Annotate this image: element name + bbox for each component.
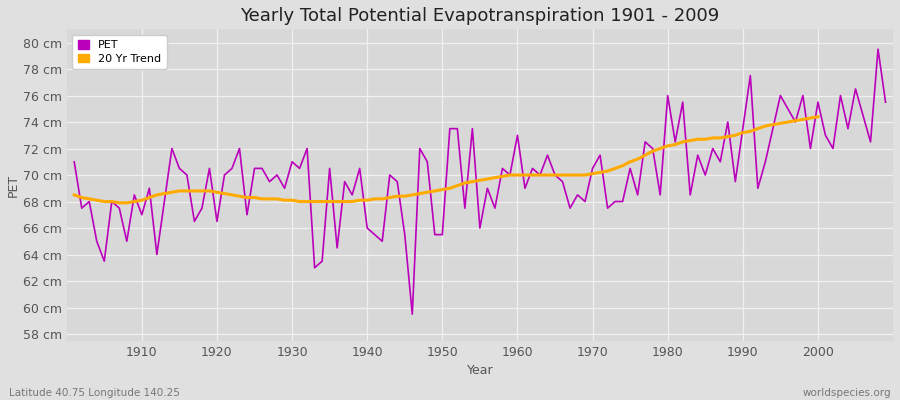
Title: Yearly Total Potential Evapotranspiration 1901 - 2009: Yearly Total Potential Evapotranspiratio… [240,7,719,25]
Y-axis label: PET: PET [7,173,20,196]
Legend: PET, 20 Yr Trend: PET, 20 Yr Trend [72,35,166,70]
Text: Latitude 40.75 Longitude 140.25: Latitude 40.75 Longitude 140.25 [9,388,180,398]
Text: worldspecies.org: worldspecies.org [803,388,891,398]
X-axis label: Year: Year [466,364,493,377]
